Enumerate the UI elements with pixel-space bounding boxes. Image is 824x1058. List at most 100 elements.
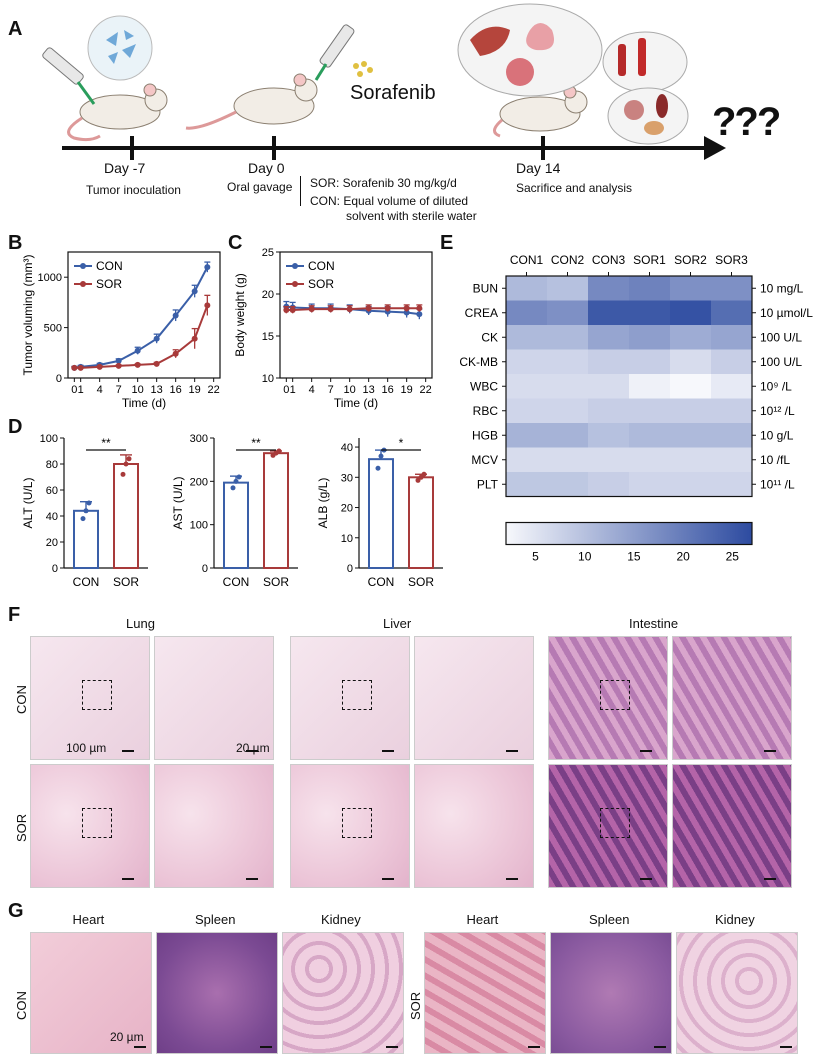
y-tick-label: 30	[341, 472, 353, 484]
data-point-sor	[365, 305, 372, 312]
micrograph-spleen-con	[156, 932, 278, 1054]
row-label: CK	[481, 330, 498, 344]
y-axis-label: ALB (g/L)	[316, 478, 330, 529]
micrograph-liver-con-low-mag	[290, 636, 410, 760]
unit-label: 10 µmol/L	[760, 306, 813, 320]
colorbar-tick-label: 10	[578, 550, 592, 564]
panel-label-c: C	[228, 232, 243, 254]
y-axis-label: Body weight (g)	[233, 273, 247, 356]
bar-sor	[113, 463, 139, 569]
y-tick-label: 20	[46, 537, 58, 549]
x-tick-label: 1	[290, 384, 296, 396]
heatmap-cell	[547, 447, 589, 473]
micrograph-lung-con-high-mag	[154, 636, 274, 760]
replicate-point	[230, 485, 236, 491]
unit-label: 100 U/L	[760, 355, 802, 369]
data-point-sor	[327, 306, 334, 313]
unit-label: 10 /fL	[760, 453, 790, 467]
data-point-sor	[71, 364, 78, 371]
data-point-sor	[346, 306, 353, 313]
x-tick-label: SOR	[113, 575, 139, 589]
y-tick-label: 1000	[38, 272, 62, 284]
series-line-sor	[74, 305, 209, 369]
x-tick-label: 19	[189, 384, 201, 396]
heatmap-cell	[547, 276, 589, 301]
x-tick-label: 4	[97, 384, 103, 396]
column-label: SOR2	[674, 253, 707, 267]
series-line-con	[74, 266, 209, 369]
replicate-point	[123, 461, 129, 467]
con-note-line-1: CON: Equal volume of diluted	[310, 194, 469, 208]
x-tick-label: 0	[71, 384, 77, 396]
heatmap-cell	[588, 398, 630, 424]
x-tick-label: 1	[78, 384, 84, 396]
replicate-point	[80, 516, 86, 522]
micrograph-spleen-sor	[550, 932, 672, 1054]
micrograph-kidney-con	[282, 932, 404, 1054]
x-tick-label: 16	[170, 384, 182, 396]
data-point-sor	[416, 305, 423, 312]
sor-dose-note: SOR: Sorafenib 30 mg/kg/d	[310, 176, 457, 190]
y-tick-label: 40	[341, 442, 353, 454]
colorbar-tick-label: 25	[726, 550, 740, 564]
y-tick-label: 100	[190, 520, 208, 532]
y-tick-label: 20	[341, 503, 353, 515]
day-minus-7-label: Day -7	[104, 160, 146, 176]
column-label: SOR1	[633, 253, 666, 267]
blood-tube-icon	[638, 38, 646, 76]
colorbar-tick-label: 5	[532, 550, 539, 564]
spleen-icon	[656, 94, 668, 118]
zoom-region-box	[82, 808, 112, 838]
x-tick-label: 10	[344, 384, 356, 396]
micrograph-lung-con-low-mag	[30, 636, 150, 760]
legend-marker	[292, 281, 298, 287]
panel-label-f: F	[8, 604, 21, 626]
y-tick-label: 0	[56, 373, 62, 385]
heatmap-cell	[506, 472, 548, 497]
micrograph-liver-sor-high-mag	[414, 764, 534, 888]
bar-sor	[408, 476, 434, 570]
heatmap-cell	[629, 398, 671, 424]
column-title-kidney-con: Kidney	[321, 912, 361, 927]
panel-label-d: D	[8, 416, 23, 438]
scale-bar	[640, 750, 652, 752]
x-tick-label: SOR	[263, 575, 289, 589]
heatmap-cell	[629, 423, 671, 448]
panel-label-e: E	[440, 232, 454, 254]
unit-label: 10¹² /L	[760, 404, 795, 418]
scale-bar	[122, 750, 134, 752]
data-point-sor	[191, 335, 198, 342]
x-tick-label: 19	[401, 384, 413, 396]
unit-label: 10 g/L	[760, 428, 794, 442]
legend-marker	[80, 263, 86, 269]
y-tick-label: 25	[262, 247, 274, 259]
data-point-sor	[96, 363, 103, 370]
row-label-sor: SOR	[14, 813, 29, 842]
heatmap-cell	[711, 276, 753, 301]
tumor-cells-icon	[106, 30, 136, 64]
column-label: CON2	[551, 253, 585, 267]
row-label-con: CON	[14, 991, 29, 1020]
micrograph-heart-sor	[424, 932, 546, 1054]
y-tick-label: 80	[46, 459, 58, 471]
heatmap-cell	[629, 300, 671, 326]
heatmap-cell	[547, 349, 589, 375]
lung-icon	[526, 23, 554, 51]
scale-label-20um: 20 µm	[110, 1030, 144, 1044]
heatmap-cell	[506, 300, 548, 326]
micrograph-liver-sor-low-mag	[290, 764, 410, 888]
unit-label: 10 mg/L	[760, 281, 804, 295]
zoom-region-box	[342, 808, 372, 838]
heatmap-cell	[547, 398, 589, 424]
x-tick-label: 4	[309, 384, 315, 396]
zoom-region-box	[600, 680, 630, 710]
data-point-sor	[283, 306, 290, 313]
question-marks: ???	[712, 100, 781, 144]
data-point-con	[115, 357, 122, 364]
y-axis-label: AST (U/L)	[171, 476, 185, 529]
row-label: RBC	[473, 404, 499, 418]
data-point-sor	[115, 362, 122, 369]
micrograph-heart-con	[30, 932, 152, 1054]
x-tick-label: 16	[382, 384, 394, 396]
scale-bar	[506, 750, 518, 752]
